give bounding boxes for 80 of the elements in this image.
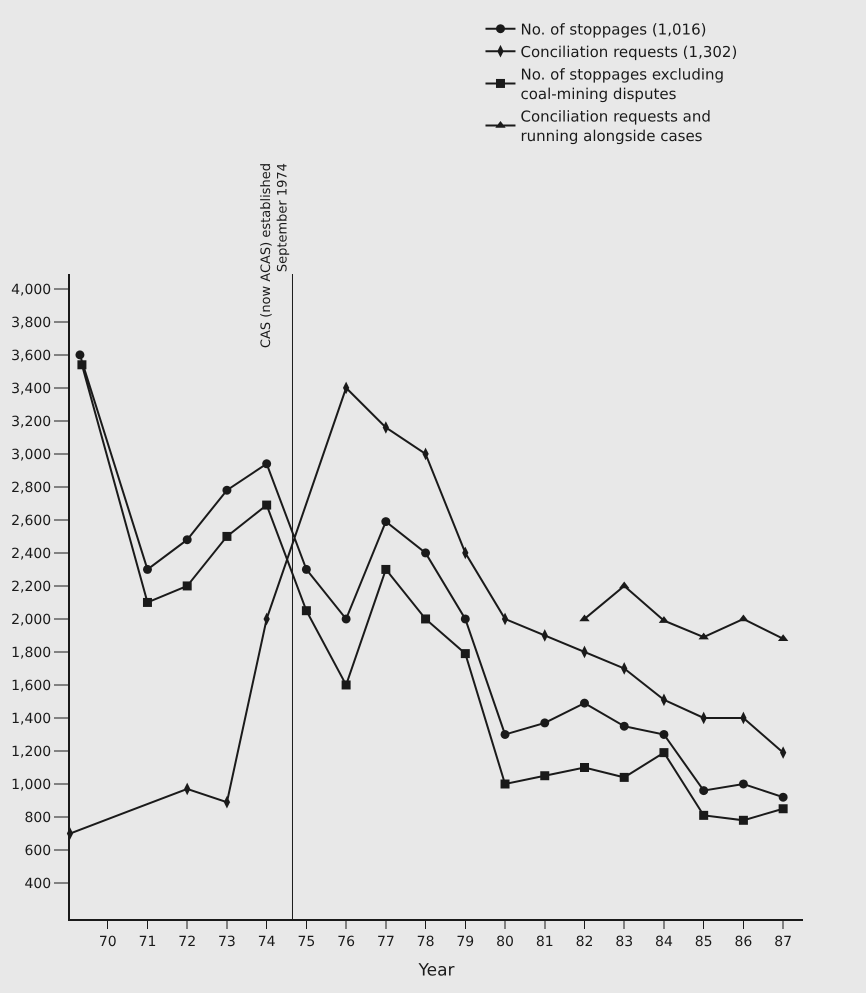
point (540, 718, 550, 728)
point (580, 698, 589, 708)
point (699, 810, 708, 820)
point (738, 779, 748, 788)
x-tick-label: 81 (536, 934, 554, 950)
point (580, 762, 589, 772)
y-tick-label: 4,000 (11, 282, 52, 298)
y-tick-label: 1,800 (11, 644, 52, 661)
point (778, 804, 788, 814)
point (142, 598, 152, 607)
y-tick-label: 1,400 (11, 710, 52, 727)
point (500, 779, 510, 788)
y-tick-label: 2,400 (11, 546, 52, 562)
y-tick-label: 2,800 (11, 480, 52, 496)
legend-label: No. of stoppages excluding coal-mining disputes (520, 66, 724, 104)
y-tick-label: 3,600 (11, 348, 52, 364)
x-tick-label: 74 (258, 934, 276, 950)
point (540, 771, 550, 780)
x-tick-label: 82 (576, 934, 594, 950)
point (421, 614, 430, 624)
y-tick-label: 3,200 (11, 414, 52, 430)
y-tick-label: 400 (24, 876, 52, 892)
point (302, 564, 311, 574)
y-tick-label: 2,200 (11, 578, 52, 595)
y-tick-label: 1,000 (11, 776, 52, 793)
point (77, 360, 86, 370)
point (342, 614, 351, 624)
legend-label: Conciliation requests and running alongside cases (520, 108, 711, 146)
point (460, 614, 470, 624)
x-tick-label: 71 (138, 934, 156, 950)
point (75, 350, 84, 360)
legend-label: Conciliation requests (1,302) (520, 43, 738, 62)
x-tick-label: 76 (337, 934, 356, 950)
x-tick-label: 85 (694, 934, 713, 950)
y-tick-label: 2,600 (11, 512, 52, 529)
point (381, 564, 390, 574)
point (421, 548, 430, 558)
x-axis-title: Year (418, 960, 455, 981)
point (182, 581, 192, 590)
point (500, 730, 510, 739)
x-tick-label: 86 (734, 934, 752, 950)
point (182, 535, 192, 544)
point (620, 722, 629, 731)
point (222, 532, 232, 541)
point (738, 816, 748, 825)
point (659, 748, 668, 758)
x-tick-label: 80 (496, 934, 514, 950)
y-tick-label: 1,200 (11, 744, 52, 760)
x-tick-label: 84 (655, 934, 673, 950)
y-tick-label: 600 (24, 842, 52, 859)
x-tick-label: 87 (774, 934, 792, 950)
x-tick-label: 79 (456, 934, 474, 950)
point (262, 500, 272, 510)
y-tick-label: 3,400 (11, 380, 52, 397)
point (460, 649, 470, 658)
x-tick-label: 75 (297, 934, 316, 950)
point (659, 730, 668, 739)
x-tick-label: 70 (98, 934, 117, 950)
x-tick-label: 77 (376, 934, 395, 950)
point (142, 564, 152, 574)
y-tick-label: 1,600 (11, 678, 52, 694)
point (778, 792, 788, 802)
y-tick-label: 3,000 (11, 446, 52, 463)
y-tick-label: 800 (24, 810, 52, 826)
y-tick-label: 3,800 (11, 314, 52, 331)
point (381, 517, 390, 526)
y-tick-label: 2,000 (11, 612, 52, 628)
point (699, 786, 708, 796)
x-tick-label: 83 (615, 934, 634, 950)
point (222, 486, 232, 495)
x-tick-label: 73 (218, 934, 236, 950)
point (302, 606, 311, 616)
x-tick-label: 72 (178, 934, 196, 950)
x-tick-label: 78 (416, 934, 434, 950)
point (619, 581, 630, 588)
point (262, 459, 272, 468)
ref-line-label: CAS (now ACAS) established September 1974 (258, 163, 291, 348)
point (620, 772, 629, 782)
point (342, 680, 351, 690)
legend-label: No. of stoppages (1,016) (520, 20, 706, 39)
